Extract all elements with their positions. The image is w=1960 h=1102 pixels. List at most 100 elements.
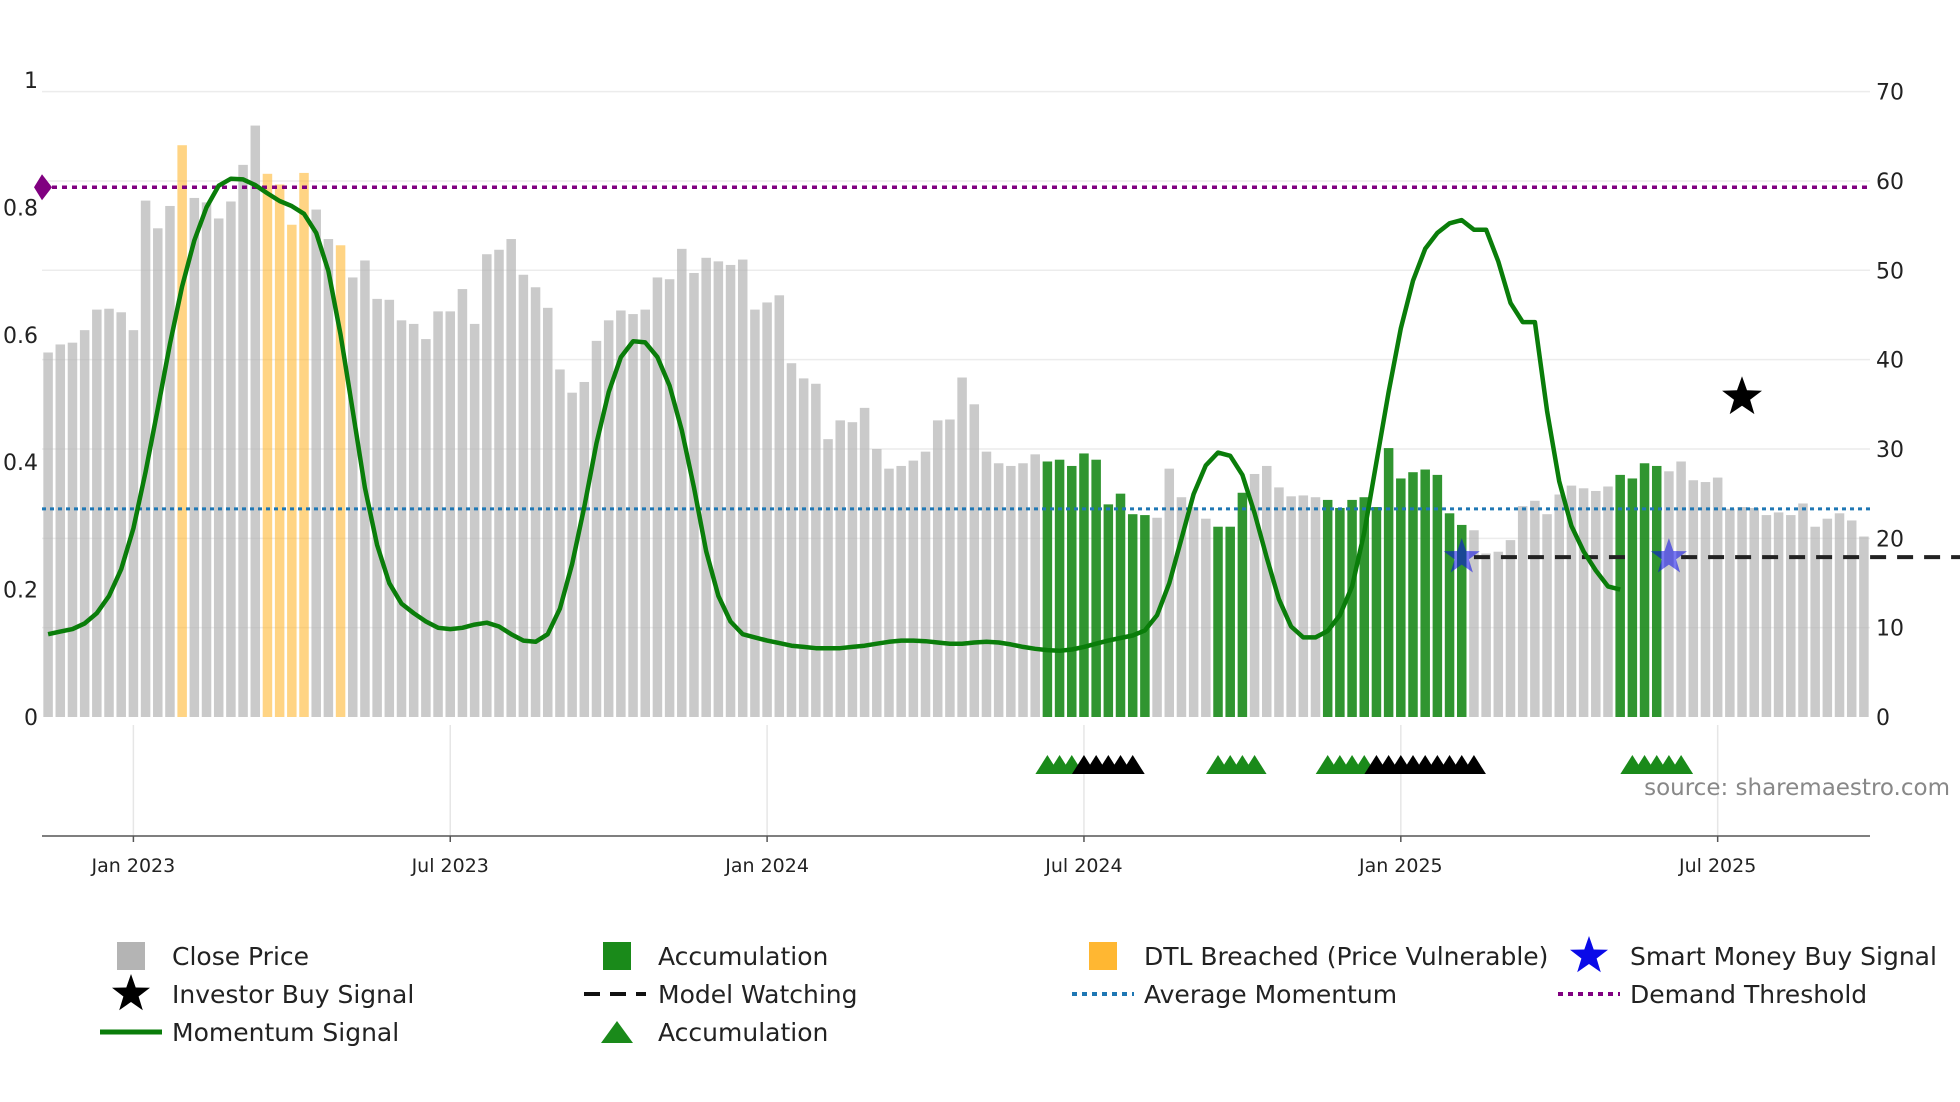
- close-price-bar: [969, 404, 980, 717]
- right-axis-tick-label: 70: [1876, 81, 1904, 106]
- close-price-bar: [1249, 473, 1260, 717]
- accumulation-bar: [1067, 465, 1077, 717]
- left-axis-tick-label: 0.2: [3, 579, 38, 604]
- close-price-bar: [542, 307, 553, 717]
- close-price-bar: [1761, 515, 1772, 717]
- left-axis-tick-label: 0.8: [3, 196, 38, 221]
- accumulation-bar: [1103, 504, 1114, 717]
- close-price-bar: [908, 460, 919, 717]
- close-price-bar: [43, 352, 53, 717]
- right-axis-tick-label: 40: [1876, 349, 1904, 374]
- close-price-bar: [1749, 507, 1759, 717]
- x-axis-tick-label: Jan 2023: [91, 855, 176, 877]
- right-axis-tick-label: 0: [1876, 706, 1890, 731]
- accumulation-bar: [1383, 448, 1394, 717]
- legend-label: Accumulation: [658, 1018, 828, 1047]
- accumulation-bar: [1359, 497, 1370, 717]
- close-price-bar: [847, 422, 858, 717]
- close-price-bar: [153, 228, 163, 717]
- close-price-bar: [1603, 486, 1613, 717]
- close-price-bar: [932, 420, 943, 717]
- x-axis-tick-label: Jul 2023: [411, 855, 489, 877]
- close-price-bar: [1566, 485, 1577, 717]
- legend-label: Momentum Signal: [172, 1018, 399, 1047]
- close-price-bar: [1798, 503, 1808, 717]
- close-price-bar: [1846, 520, 1857, 717]
- dtl-breached-bar: [335, 245, 346, 717]
- right-axis-tick-label: 60: [1876, 170, 1904, 195]
- source-label: source: sharemaestro.com: [1644, 775, 1950, 801]
- left-axis-tick-label: 0.6: [3, 324, 38, 349]
- accumulation-bar: [1627, 478, 1638, 717]
- close-price-bar: [713, 261, 724, 717]
- close-price-bar: [67, 342, 78, 717]
- right-axis-tick-label: 30: [1876, 438, 1904, 463]
- x-axis-tick-label: Jan 2024: [724, 855, 809, 877]
- accumulation-bar: [1420, 469, 1430, 717]
- close-price-bar: [469, 323, 480, 717]
- close-price-bar: [189, 197, 200, 717]
- legend-label: Smart Money Buy Signal: [1630, 942, 1937, 971]
- close-price-bar: [774, 295, 785, 717]
- close-price-bar: [555, 369, 565, 717]
- legend-label: Average Momentum: [1144, 980, 1397, 1009]
- accumulation-bar: [1615, 474, 1625, 717]
- accumulation-triangle-icon: [1242, 755, 1267, 774]
- accumulation-bar: [1396, 478, 1406, 717]
- legend-label: Investor Buy Signal: [172, 980, 414, 1009]
- close-price-bar: [1688, 480, 1699, 717]
- close-price-bar: [1773, 512, 1784, 717]
- accumulation-bar: [1237, 492, 1248, 717]
- close-price-bar: [798, 378, 809, 717]
- close-price-bar: [920, 451, 931, 717]
- close-price-bar: [1469, 530, 1479, 717]
- close-price-bar: [1176, 497, 1187, 717]
- close-price-bar: [725, 264, 736, 717]
- accumulation-triangle-icon: [1669, 755, 1694, 774]
- close-price-bar: [530, 287, 541, 717]
- legend-accumulation-swatch: [603, 942, 631, 970]
- close-price-bar: [445, 311, 456, 717]
- close-price-bar: [884, 468, 894, 717]
- demand-threshold-diamond-icon: [34, 174, 52, 201]
- close-price-bar: [993, 463, 1004, 717]
- legend-label: Close Price: [172, 942, 309, 971]
- accumulation-bar: [1127, 514, 1138, 717]
- accumulation-bar: [1225, 526, 1235, 717]
- accumulation-bar: [1054, 459, 1065, 717]
- close-price-bar: [1834, 513, 1845, 717]
- close-price-bar: [1591, 490, 1601, 717]
- legend-label: Demand Threshold: [1630, 980, 1867, 1009]
- close-price-bar: [786, 363, 797, 717]
- close-price-bar: [1725, 508, 1735, 717]
- close-price-bar: [591, 340, 602, 717]
- legend-dtl-swatch: [1089, 942, 1117, 970]
- accumulation-bar: [1651, 465, 1662, 717]
- close-price-bar: [396, 320, 407, 717]
- close-price-bar: [421, 339, 431, 717]
- accumulation-bar: [1140, 515, 1150, 717]
- close-price-bar: [1700, 482, 1711, 717]
- accumulation-bar: [1091, 459, 1101, 717]
- close-price-bar: [323, 239, 334, 717]
- accumulation-bar: [1213, 526, 1223, 717]
- left-axis-tick-label: 0.4: [3, 451, 38, 476]
- momentum-signal-line: [47, 176, 1621, 654]
- close-price-bar: [1201, 518, 1211, 717]
- accumulation-bar: [1115, 493, 1126, 717]
- legend-accumulation-triangle-icon: [601, 1021, 633, 1043]
- close-price-bar: [1481, 553, 1491, 717]
- close-price-bar: [664, 279, 675, 717]
- close-price-bar: [1286, 496, 1296, 717]
- close-price-bar: [737, 259, 748, 717]
- right-axis-tick-label: 20: [1876, 527, 1904, 552]
- close-price-bar: [1262, 465, 1272, 717]
- close-price-bar: [140, 200, 151, 717]
- close-price-bar: [603, 320, 614, 717]
- close-price-bar: [628, 314, 638, 717]
- close-price-bar: [1164, 468, 1175, 717]
- close-price-bar: [201, 202, 212, 717]
- close-price-bar: [811, 383, 821, 717]
- close-price-bar: [762, 302, 772, 717]
